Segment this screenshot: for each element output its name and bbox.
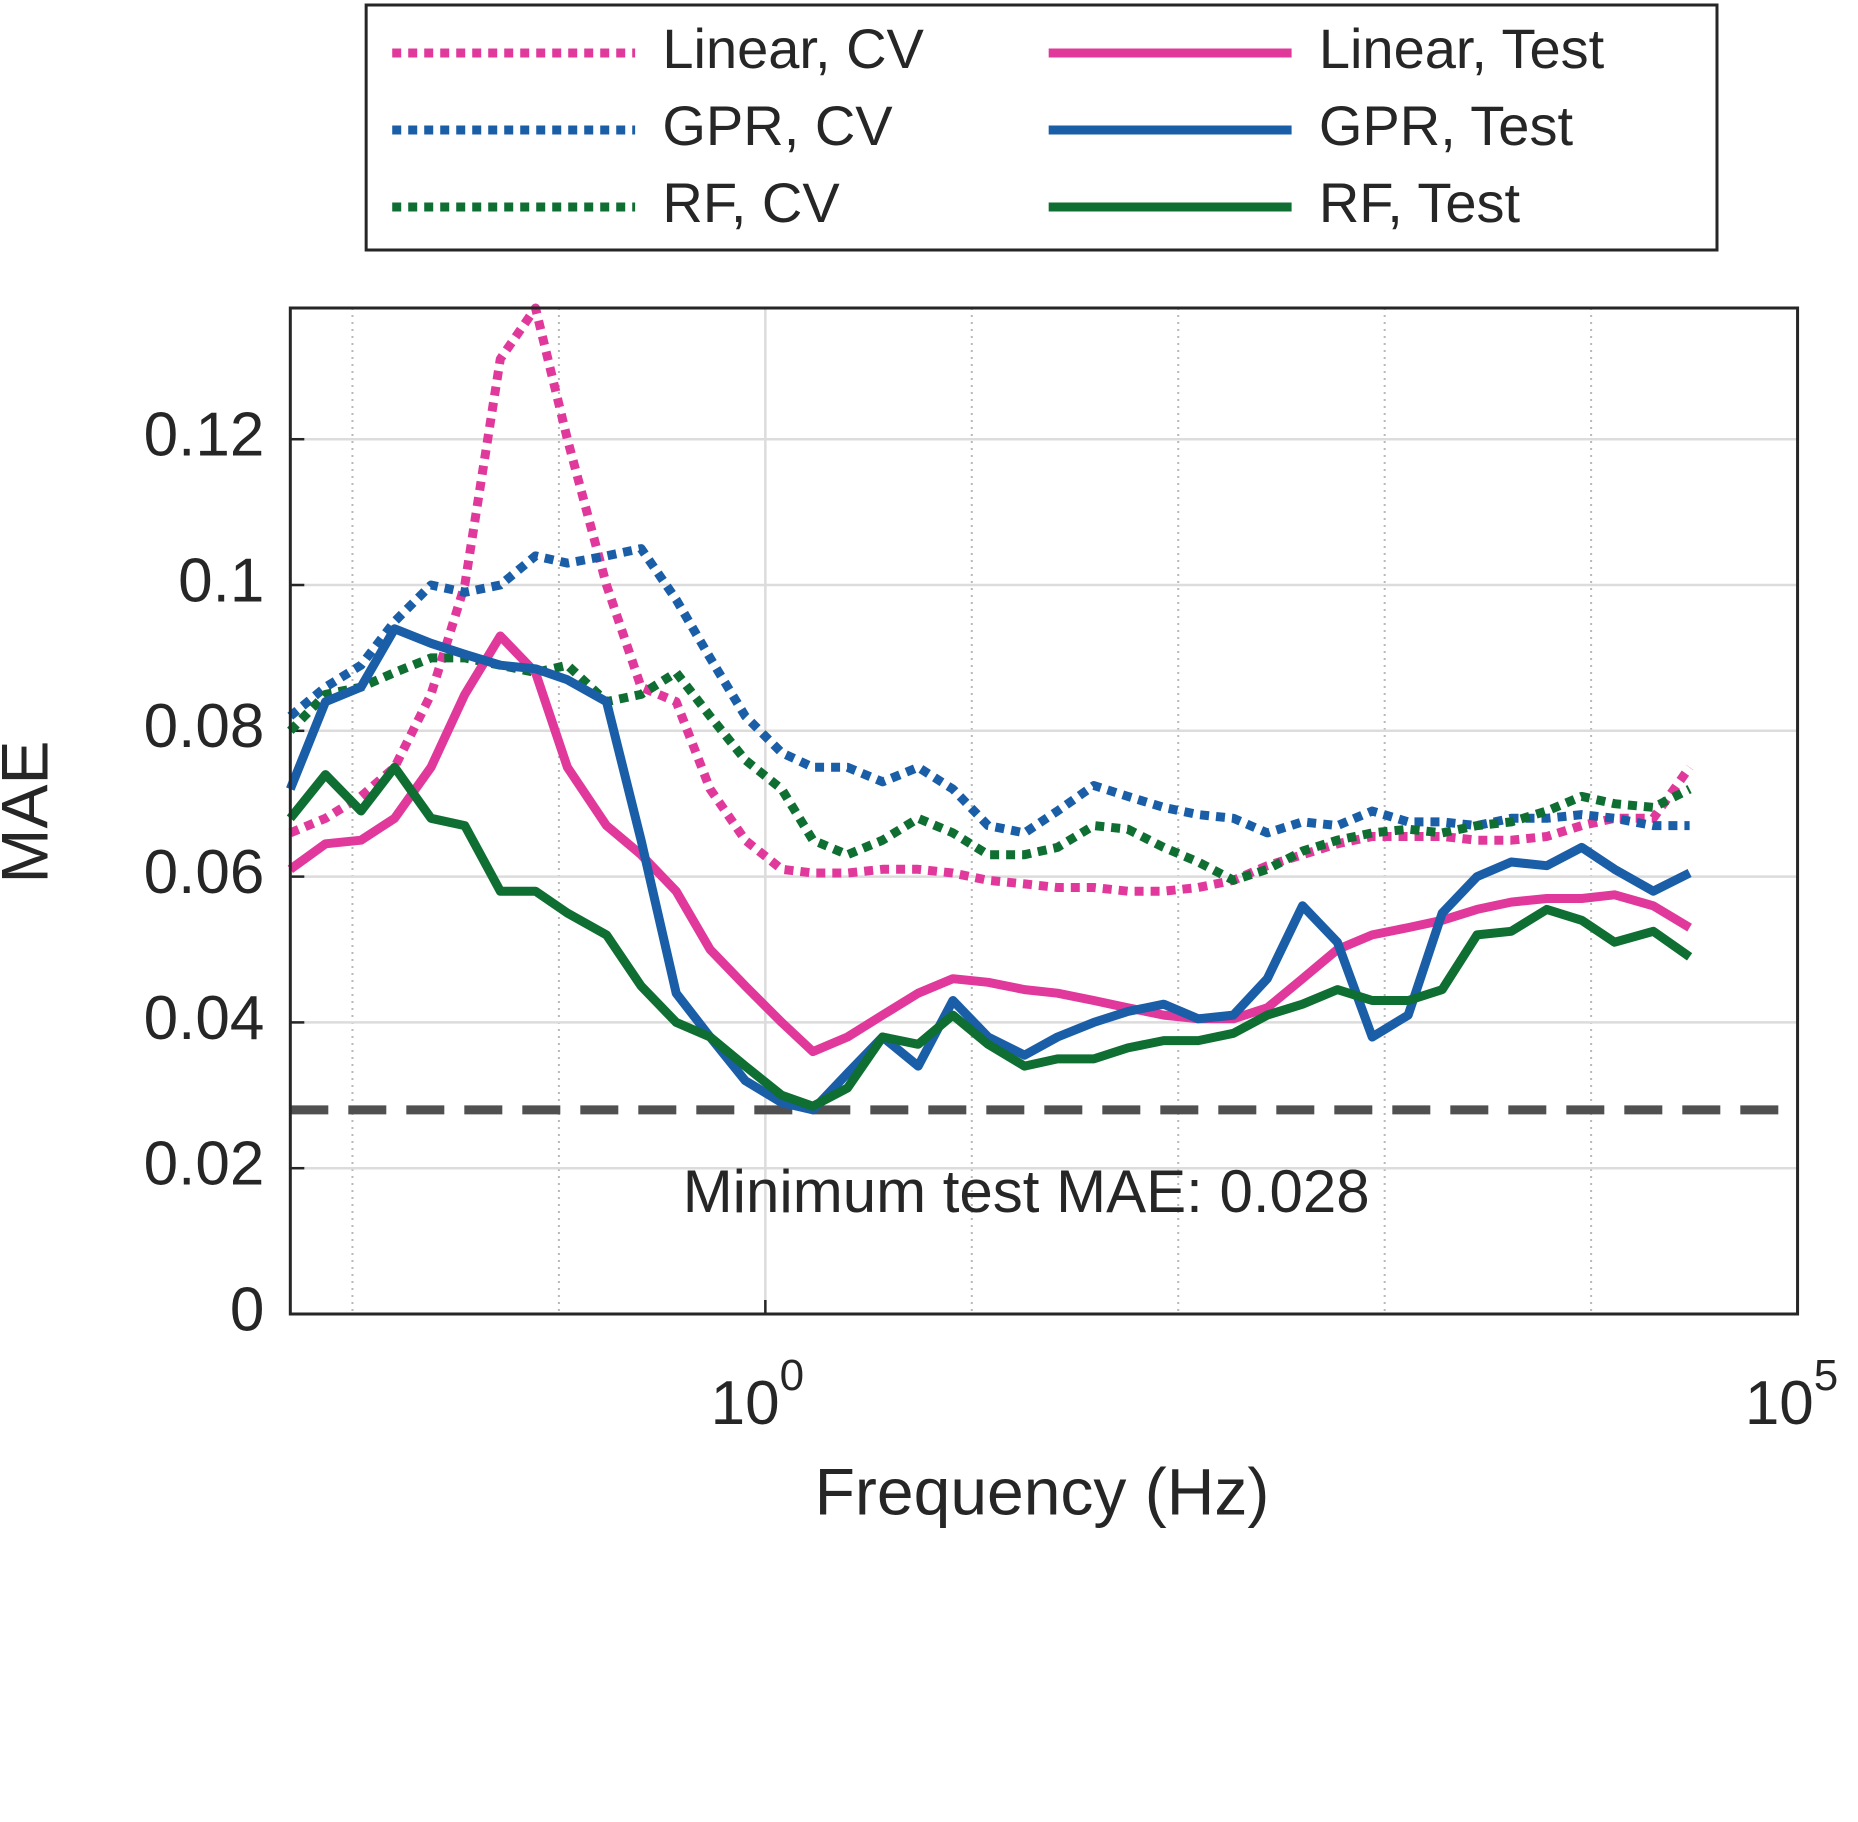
x-tick-label: 100 [711, 1351, 804, 1439]
series-line [288, 303, 1694, 896]
legend-label: GPR, CV [662, 94, 893, 157]
y-tick-label: 0.1 [178, 546, 264, 615]
x-axis-label: Frequency (Hz) [815, 1454, 1270, 1528]
y-axis-label: MAE [0, 740, 61, 883]
legend-label: RF, Test [1319, 171, 1521, 234]
series-line [286, 762, 1693, 1111]
x-tick-exponent: 0 [780, 1351, 804, 1400]
x-tick-base: 10 [1745, 1369, 1814, 1438]
series-line [287, 544, 1690, 838]
y-tick-label: 0.12 [144, 401, 265, 470]
series-line [287, 653, 1692, 885]
y-tick-label: 0.04 [144, 984, 265, 1053]
y-tick-label: 0.06 [144, 838, 265, 907]
series-line [287, 631, 1692, 1057]
plot-frame [288, 306, 1800, 1316]
y-tick-label: 0 [230, 1275, 264, 1344]
legend-label: Linear, CV [662, 17, 924, 80]
annotation: Minimum test MAE: 0.028 [683, 1158, 1370, 1225]
y-tick-label: 0.02 [144, 1130, 265, 1199]
x-tick-exponent: 5 [1814, 1351, 1838, 1400]
legend-label: RF, CV [662, 171, 840, 234]
legend-label: GPR, Test [1319, 94, 1574, 157]
legend-label: Linear, Test [1319, 17, 1605, 80]
y-tick-label: 0.08 [144, 692, 265, 761]
series-line [286, 624, 1692, 1115]
x-tick-label: 105 [1745, 1351, 1838, 1439]
x-tick-base: 10 [711, 1369, 780, 1438]
